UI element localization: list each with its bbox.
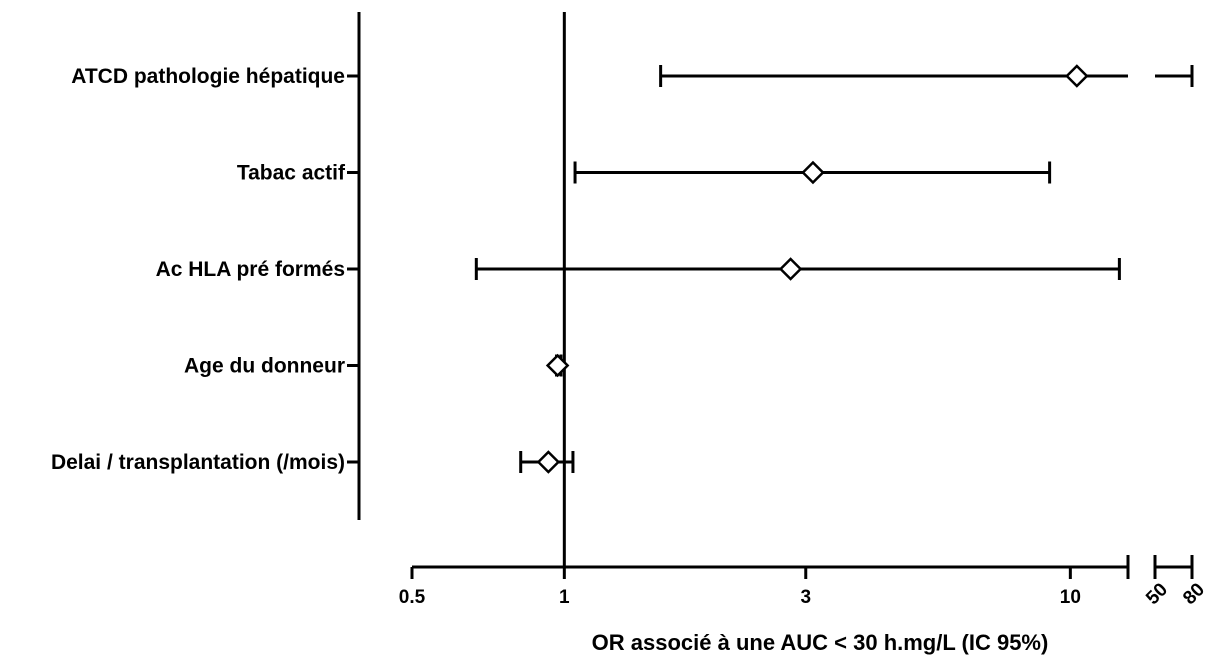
- x-axis-label: OR associé à une AUC < 30 h.mg/L (IC 95%…: [592, 630, 1049, 655]
- or-point: [778, 257, 803, 281]
- or-point: [801, 160, 825, 185]
- x-tick-label: 10: [1060, 587, 1081, 608]
- or-point: [545, 353, 570, 378]
- forest-row: Age du donneur: [184, 353, 570, 378]
- x-tick-label: 50: [1142, 579, 1172, 609]
- forest-row: Ac HLA pré formés: [156, 257, 1121, 281]
- or-point: [536, 450, 561, 474]
- row-label: ATCD pathologie hépatique: [71, 65, 345, 88]
- forest-row: Delai / transplantation (/mois): [51, 450, 575, 474]
- forest-row: ATCD pathologie hépatique: [71, 64, 1194, 88]
- rows: ATCD pathologie hépatique Tabac actif Ac H…: [51, 64, 1194, 474]
- row-label: Ac HLA pré formés: [156, 258, 345, 281]
- x-tick-label: 1: [559, 587, 570, 608]
- row-label: Delai / transplantation (/mois): [51, 451, 345, 474]
- row-label: Tabac actif: [237, 162, 346, 185]
- axes: [357, 12, 1192, 569]
- x-ticks: 0.5 1 3 10 50 80: [399, 555, 1209, 609]
- or-point: [1065, 64, 1089, 88]
- row-label: Age du donneur: [184, 355, 345, 378]
- x-tick-label: 80: [1179, 579, 1209, 609]
- x-tick-label: 3: [800, 587, 811, 608]
- x-tick-label: 0.5: [399, 587, 426, 608]
- forest-row: Tabac actif: [237, 160, 1052, 185]
